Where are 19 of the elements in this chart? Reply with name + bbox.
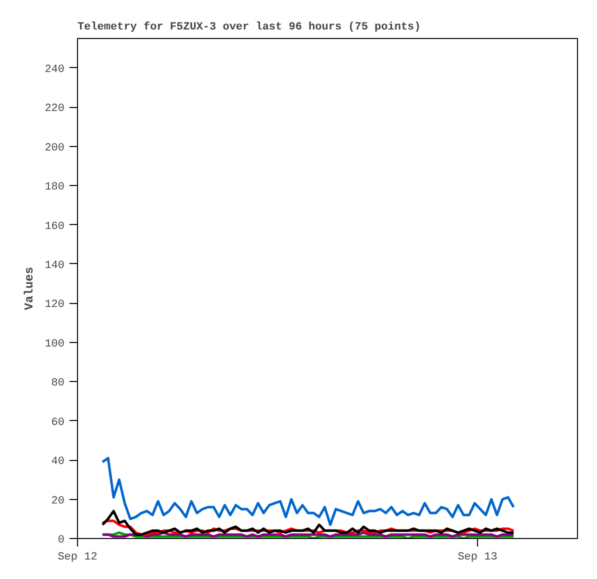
y-tick-label: 100 — [44, 338, 65, 350]
y-tick-label: 40 — [51, 456, 64, 468]
y-axis-title: Values — [22, 266, 37, 310]
y-tick-label: 120 — [44, 299, 65, 312]
y-tick-label: 140 — [44, 260, 65, 272]
y-tick-label: 220 — [44, 103, 65, 116]
y-tick-label: 160 — [44, 220, 65, 233]
y-tick-label: 200 — [44, 142, 65, 154]
y-tick-label: 60 — [51, 416, 64, 429]
line-series — [101, 456, 515, 526]
y-tick-label: 20 — [51, 495, 64, 508]
x-tick-label: Sep 12 — [58, 552, 98, 564]
y-tick-label: 80 — [51, 378, 64, 390]
chart-title: Telemetry for F5ZUX-3 over last 96 hours (75 points) — [78, 20, 421, 34]
line-series — [101, 510, 515, 536]
y-tick-label: 180 — [44, 182, 65, 194]
y-tick-label: 0 — [58, 534, 65, 546]
y-tick-label: 240 — [44, 64, 65, 76]
x-tick-label: Sep 13 — [458, 552, 498, 564]
